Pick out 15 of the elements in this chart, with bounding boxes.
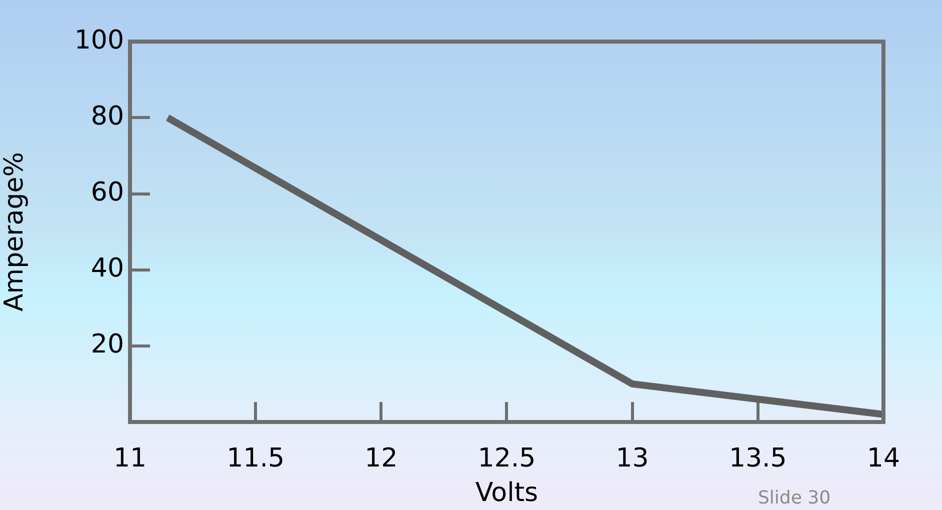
- y-tick-label: 20: [90, 330, 124, 360]
- x-tick-label: 11.5: [226, 443, 285, 474]
- x-tick-label: 14: [866, 443, 900, 474]
- x-tick-label: 12.5: [478, 443, 536, 474]
- x-tick-label: 13: [616, 443, 649, 474]
- x-tick-label: 13.5: [728, 443, 787, 474]
- y-tick-label: 100: [74, 25, 124, 56]
- x-tick-label: 12: [364, 443, 398, 474]
- y-tick-label: 80: [90, 101, 124, 132]
- y-tick-label: 60: [90, 178, 124, 208]
- x-tick-label: 11: [113, 443, 147, 474]
- y-tick-label: 40: [90, 254, 124, 284]
- text: Slide 30: [758, 488, 831, 509]
- x-axis-title: Volts: [475, 478, 538, 508]
- y-axis-title: Amperage%: [0, 152, 30, 312]
